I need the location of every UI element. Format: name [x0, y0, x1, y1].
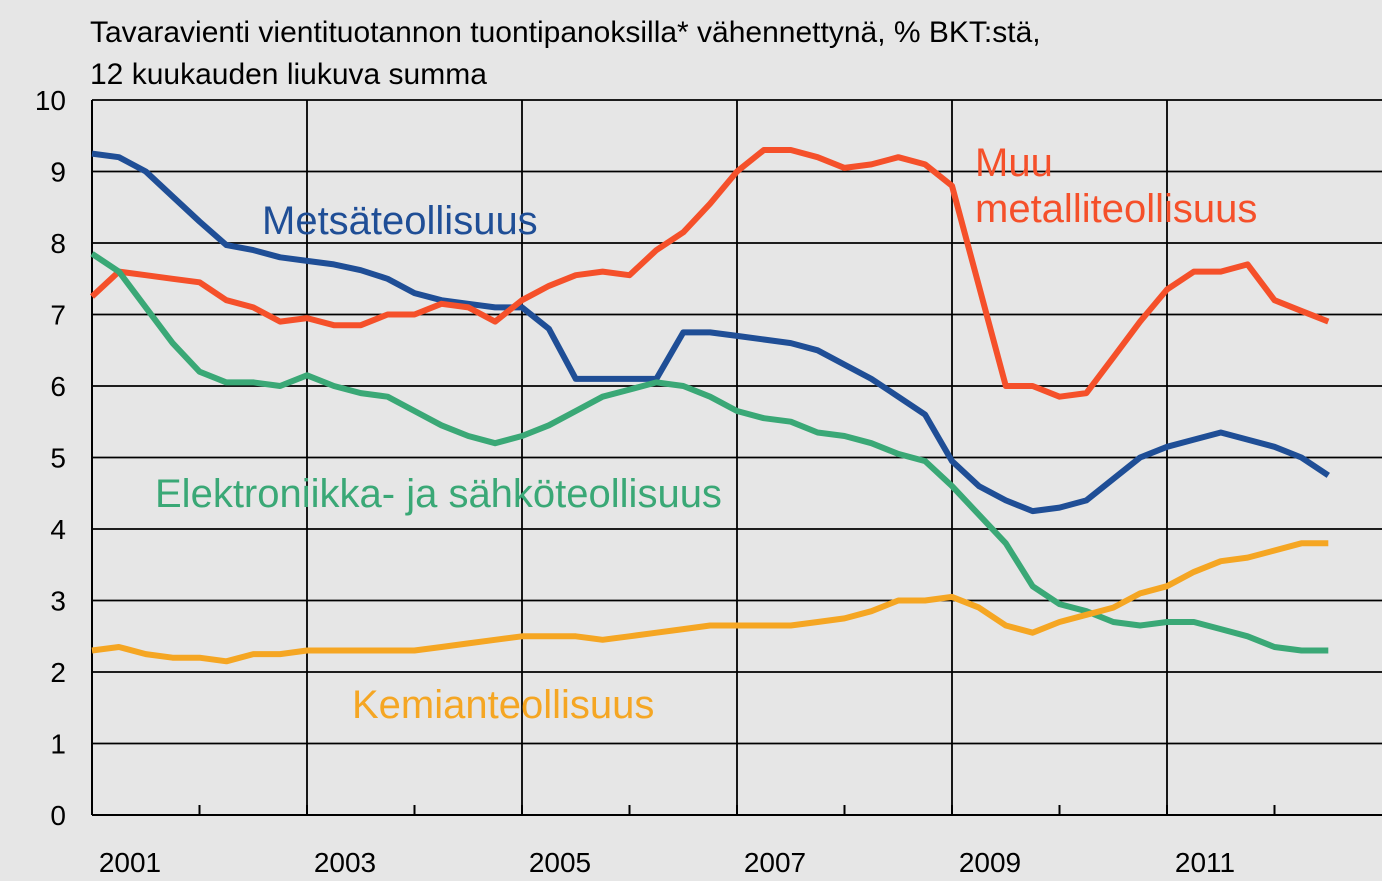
series-line: [91, 150, 1330, 515]
x-tick-label: 2007: [744, 847, 806, 878]
series-label-line: metalliteollisuus: [975, 187, 1257, 231]
series-label: Kemianteollisuus: [352, 683, 654, 727]
y-tick-label: 3: [50, 586, 66, 617]
y-tick-label: 5: [50, 443, 66, 474]
x-tick-label: 2001: [99, 847, 161, 878]
series-label-line: Muu: [975, 141, 1053, 185]
chart-title: Tavaravienti vientituotannon tuontipanok…: [90, 16, 1041, 49]
y-tick-label: 6: [50, 371, 66, 402]
series-label: Muu metalliteollisuus: [975, 141, 1257, 231]
series-line: [90, 251, 1329, 654]
series-line: [91, 540, 1329, 665]
x-tick-label: 2011: [1175, 847, 1235, 878]
y-tick-label: 9: [50, 157, 66, 188]
series-label: Elektroniikka- ja sähköteollisuus: [155, 472, 722, 516]
y-tick-label: 1: [50, 729, 66, 760]
chart-title: 12 kuukauden liukuva summa: [90, 58, 487, 91]
y-tick-label: 4: [50, 514, 66, 545]
series-line: [89, 147, 1330, 400]
y-tick-label: 10: [35, 85, 66, 116]
x-tick-label: 2009: [959, 847, 1021, 878]
x-tick-label: 2003: [314, 847, 376, 878]
series-label: Metsäteollisuus: [262, 199, 538, 243]
y-tick-label: 2: [50, 657, 66, 688]
y-tick-label: 8: [50, 228, 66, 259]
y-tick-label: 7: [50, 300, 66, 331]
y-tick-label: 0: [50, 800, 66, 831]
x-tick-label: 2005: [529, 847, 591, 878]
